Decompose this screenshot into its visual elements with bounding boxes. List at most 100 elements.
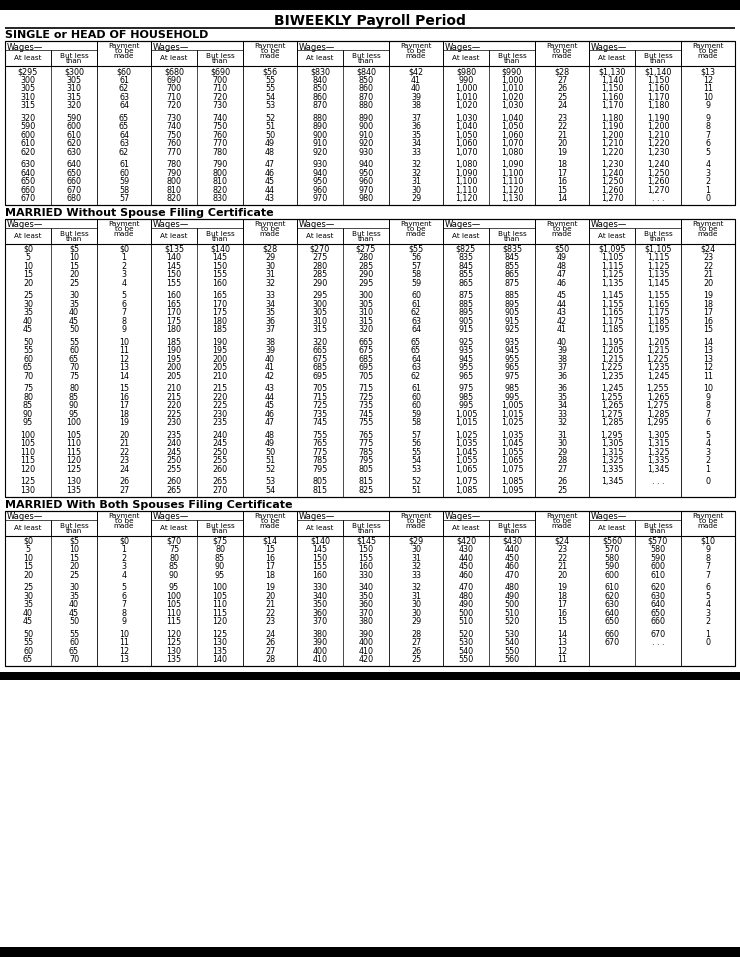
Text: 4: 4 bbox=[121, 570, 127, 580]
Text: 1,035: 1,035 bbox=[455, 439, 477, 448]
Text: . . .: . . . bbox=[652, 478, 665, 486]
Text: $295: $295 bbox=[18, 67, 38, 76]
Text: 1,260: 1,260 bbox=[647, 177, 669, 186]
Text: At least: At least bbox=[306, 233, 334, 239]
Text: $140: $140 bbox=[210, 245, 230, 254]
Text: $1,140: $1,140 bbox=[645, 67, 672, 76]
Text: 785: 785 bbox=[312, 456, 328, 465]
Text: 930: 930 bbox=[358, 147, 374, 157]
Text: 30: 30 bbox=[411, 609, 421, 617]
Text: than: than bbox=[66, 58, 82, 64]
Text: 910: 910 bbox=[358, 130, 374, 140]
Text: 65: 65 bbox=[411, 338, 421, 346]
Text: 15: 15 bbox=[119, 385, 129, 393]
Text: 40: 40 bbox=[265, 355, 275, 364]
Text: 1,135: 1,135 bbox=[647, 270, 669, 279]
Text: 135: 135 bbox=[166, 656, 181, 664]
Text: 75: 75 bbox=[169, 545, 179, 554]
Text: But less: But less bbox=[352, 231, 380, 236]
Text: 40: 40 bbox=[411, 84, 421, 93]
Text: 670: 670 bbox=[605, 638, 619, 647]
Text: Payment: Payment bbox=[108, 43, 140, 49]
Text: 10: 10 bbox=[119, 630, 129, 638]
Text: 160: 160 bbox=[358, 562, 374, 571]
Text: 1,055: 1,055 bbox=[454, 456, 477, 465]
Text: 61: 61 bbox=[119, 160, 129, 169]
Text: 80: 80 bbox=[23, 392, 33, 402]
Text: 315: 315 bbox=[67, 93, 81, 101]
Text: 37: 37 bbox=[557, 364, 567, 372]
Text: 20: 20 bbox=[23, 570, 33, 580]
Text: $24: $24 bbox=[701, 245, 716, 254]
Text: 1,050: 1,050 bbox=[455, 130, 477, 140]
Text: 600: 600 bbox=[650, 562, 665, 571]
Text: 17: 17 bbox=[557, 168, 567, 178]
Text: 1,175: 1,175 bbox=[647, 308, 669, 318]
Text: 1,285: 1,285 bbox=[647, 410, 669, 419]
Text: 6: 6 bbox=[705, 139, 710, 148]
Text: 845: 845 bbox=[459, 262, 474, 271]
Text: than: than bbox=[504, 235, 520, 242]
Text: 1,270: 1,270 bbox=[647, 186, 669, 194]
Text: 550: 550 bbox=[458, 656, 474, 664]
Text: 695: 695 bbox=[358, 364, 374, 372]
Text: 6: 6 bbox=[705, 583, 710, 592]
Text: 1,045: 1,045 bbox=[501, 439, 523, 448]
Text: 3: 3 bbox=[705, 168, 710, 178]
Text: 940: 940 bbox=[358, 160, 374, 169]
Text: 1,155: 1,155 bbox=[601, 300, 623, 309]
Text: 65: 65 bbox=[23, 364, 33, 372]
Text: Payment: Payment bbox=[400, 43, 431, 49]
Text: 570: 570 bbox=[605, 545, 619, 554]
Text: 1,060: 1,060 bbox=[455, 139, 477, 148]
Text: But less: But less bbox=[497, 53, 526, 59]
Text: 290: 290 bbox=[312, 278, 328, 288]
Text: 1,110: 1,110 bbox=[455, 186, 477, 194]
Text: 36: 36 bbox=[557, 385, 567, 393]
Text: 1,085: 1,085 bbox=[501, 478, 523, 486]
Text: 140: 140 bbox=[166, 254, 181, 262]
Text: 305: 305 bbox=[312, 308, 328, 318]
Text: 28: 28 bbox=[265, 656, 275, 664]
Text: 11: 11 bbox=[119, 346, 129, 355]
Text: Wages—: Wages— bbox=[7, 512, 43, 521]
Text: Payment: Payment bbox=[692, 43, 724, 49]
Text: 55: 55 bbox=[69, 338, 79, 346]
Text: Payment: Payment bbox=[108, 513, 140, 519]
Text: 7: 7 bbox=[705, 130, 710, 140]
Text: 1,230: 1,230 bbox=[647, 147, 669, 157]
Text: 45: 45 bbox=[23, 617, 33, 626]
Text: 26: 26 bbox=[411, 647, 421, 656]
Text: 935: 935 bbox=[458, 346, 474, 355]
Text: 715: 715 bbox=[312, 392, 328, 402]
Text: 845: 845 bbox=[505, 254, 519, 262]
Text: At least: At least bbox=[14, 524, 41, 530]
Text: 170: 170 bbox=[212, 300, 228, 309]
Text: 770: 770 bbox=[166, 147, 181, 157]
Text: Payment: Payment bbox=[255, 221, 286, 227]
Text: than: than bbox=[212, 527, 228, 534]
Text: 1,175: 1,175 bbox=[601, 317, 623, 325]
Text: 3: 3 bbox=[705, 448, 710, 456]
Text: $24: $24 bbox=[554, 537, 570, 545]
Text: 75: 75 bbox=[23, 385, 33, 393]
Text: 5: 5 bbox=[25, 545, 30, 554]
Text: 350: 350 bbox=[358, 591, 374, 601]
Text: 160: 160 bbox=[212, 278, 227, 288]
Text: 60: 60 bbox=[23, 647, 33, 656]
Text: $825: $825 bbox=[456, 245, 476, 254]
Text: 170: 170 bbox=[166, 308, 181, 318]
Text: 18: 18 bbox=[703, 300, 713, 309]
Text: 18: 18 bbox=[265, 570, 275, 580]
Text: 54: 54 bbox=[411, 456, 421, 465]
Text: Wages—: Wages— bbox=[153, 42, 189, 52]
Text: than: than bbox=[66, 235, 82, 242]
Text: 125: 125 bbox=[212, 630, 228, 638]
Text: 115: 115 bbox=[67, 448, 81, 456]
Text: 225: 225 bbox=[166, 410, 182, 419]
Text: 1,325: 1,325 bbox=[601, 456, 623, 465]
Text: 740: 740 bbox=[166, 122, 181, 131]
Text: 95: 95 bbox=[169, 583, 179, 592]
Text: 270: 270 bbox=[212, 486, 228, 495]
Text: 2: 2 bbox=[121, 262, 127, 271]
